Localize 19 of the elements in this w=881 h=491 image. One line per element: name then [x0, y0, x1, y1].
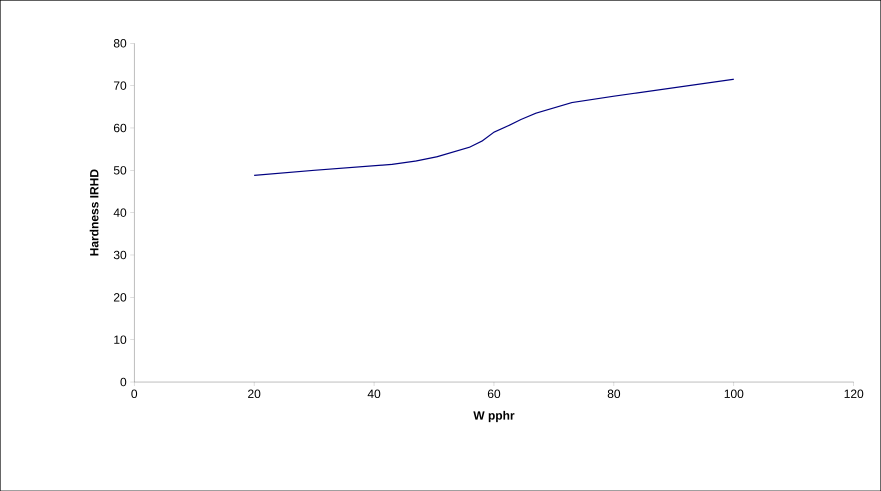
y-tick-label: 40 [114, 208, 126, 217]
y-tick-label: 80 [114, 38, 126, 48]
x-tick-label: 100 [724, 389, 744, 398]
y-tick-label: 10 [114, 335, 126, 344]
y-tick-label: 20 [114, 292, 126, 302]
x-axis-title: W pphr [473, 410, 514, 422]
y-tick-label: 30 [114, 250, 126, 260]
x-tick-label: 120 [844, 389, 864, 398]
x-tick-label: 80 [608, 389, 620, 398]
x-tick-label: 60 [488, 389, 500, 398]
x-tick-label: 0 [131, 389, 138, 398]
y-tick-label: 70 [114, 81, 126, 90]
x-tick-label: 40 [368, 389, 380, 398]
y-tick-label: 50 [114, 166, 126, 174]
x-tick-label: 20 [248, 389, 260, 398]
y-axis-title: Hardness IRHD [90, 169, 98, 256]
y-tick-label: 60 [114, 124, 126, 132]
y-tick-label: 0 [120, 378, 126, 386]
line-series [254, 78, 734, 176]
